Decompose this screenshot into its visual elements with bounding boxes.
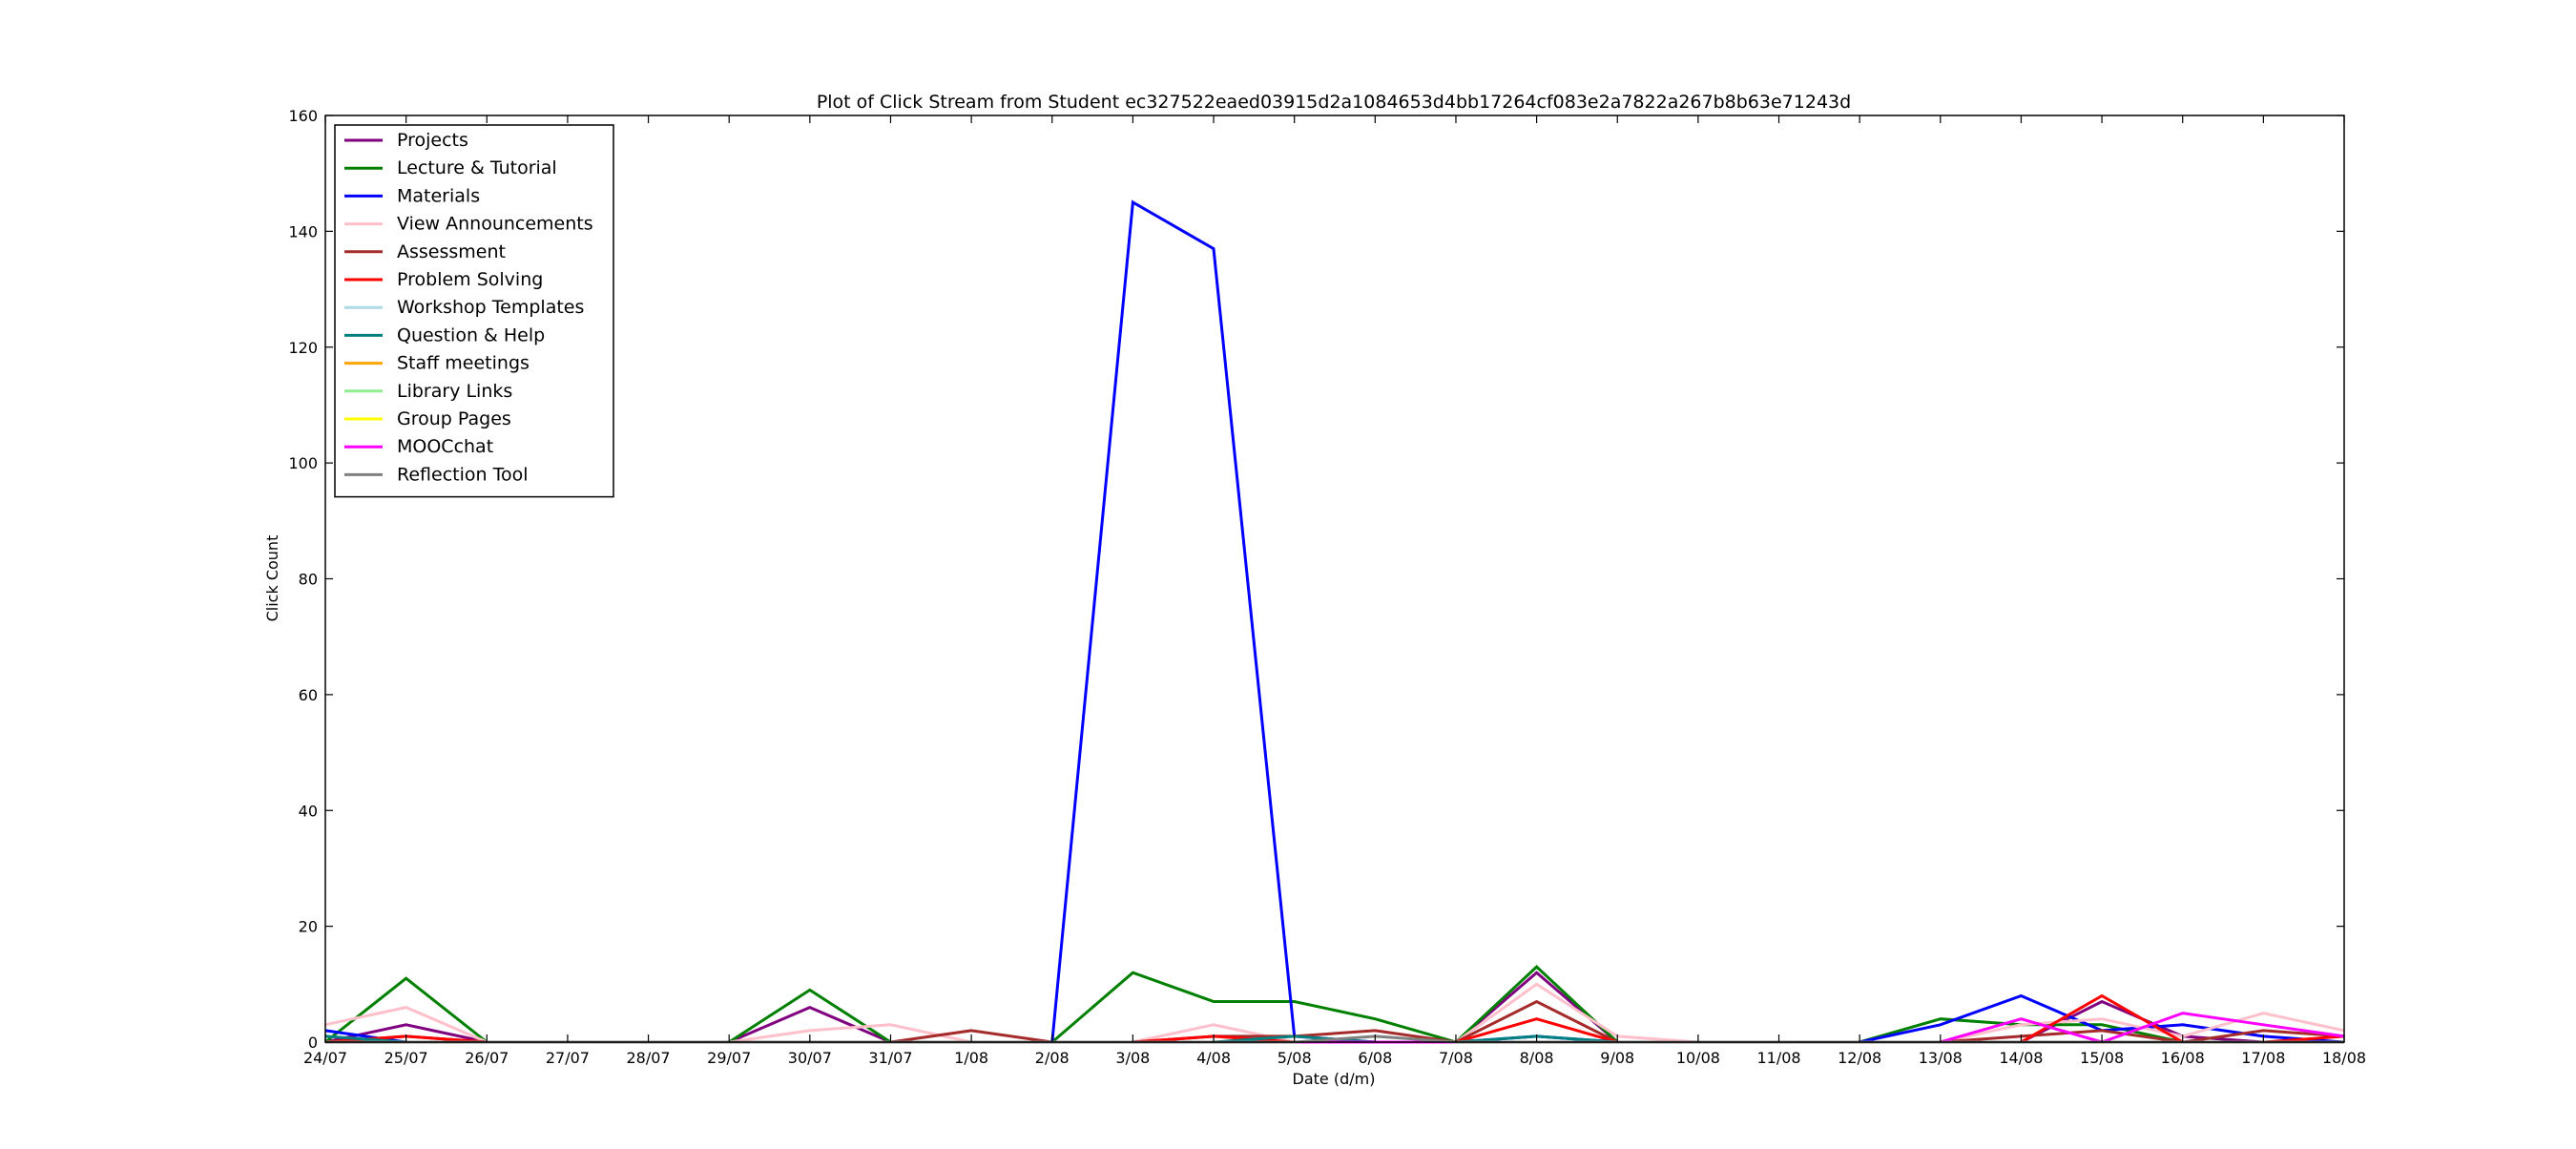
y-tick-label: 80: [299, 571, 318, 589]
x-tick-label: 28/07: [627, 1049, 671, 1067]
x-tick-label: 29/07: [707, 1049, 751, 1067]
x-tick-label: 10/08: [1676, 1049, 1720, 1067]
x-tick-label: 7/08: [1439, 1049, 1473, 1067]
x-tick-label: 14/08: [1999, 1049, 2043, 1067]
x-tick-label: 31/07: [868, 1049, 912, 1067]
x-tick-label: 30/07: [788, 1049, 832, 1067]
y-tick-label: 120: [288, 339, 318, 357]
x-tick-label: 4/08: [1196, 1049, 1231, 1067]
legend: Projects Lecture & Tutorial Materials View …: [334, 124, 614, 498]
legend-label: Group Pages: [397, 408, 511, 429]
legend-label: Question & Help: [397, 324, 545, 345]
legend-label: MOOCchat: [397, 436, 493, 457]
y-tick-label: 20: [299, 918, 318, 936]
y-tick-label: 0: [308, 1034, 318, 1052]
x-tick-label: 24/07: [303, 1049, 347, 1067]
legend-label: Materials: [397, 185, 480, 206]
y-tick-label: 140: [288, 222, 318, 240]
x-tick-label: 12/08: [1838, 1049, 1881, 1067]
x-tick-label: 8/08: [1520, 1049, 1554, 1067]
y-tick-label: 60: [299, 686, 318, 704]
legend-label: Staff meetings: [397, 353, 530, 374]
y-tick-label: 160: [288, 107, 318, 125]
x-tick-label: 2/08: [1035, 1049, 1070, 1067]
legend-label: Assessment: [397, 241, 506, 262]
y-tick-label: 100: [288, 454, 318, 472]
x-tick-label: 9/08: [1600, 1049, 1634, 1067]
series-layer: [324, 199, 2345, 1044]
x-tick-label: 27/07: [546, 1049, 590, 1067]
x-tick-label: 17/08: [2241, 1049, 2285, 1067]
x-tick-label: 18/08: [2322, 1049, 2366, 1067]
legend-label: Workshop Templates: [397, 297, 584, 318]
x-tick-label: 6/08: [1358, 1049, 1392, 1067]
series-line-4: [324, 999, 2345, 1044]
x-axis-ticks: 24/07 25/07 26/07 27/07 28/07 29/07 30/07 31/07…: [303, 115, 2366, 1067]
plot-frame: [324, 115, 2345, 1043]
legend-box: [334, 124, 614, 498]
x-tick-label: 25/07: [384, 1049, 428, 1067]
legend-label: Projects: [397, 130, 468, 151]
legend-label: Library Links: [397, 381, 512, 402]
y-axis-ticks: 0 20 40 60 80 100 120 140 160: [288, 107, 2344, 1052]
x-tick-label: 16/08: [2161, 1049, 2205, 1067]
x-tick-label: 1/08: [954, 1049, 988, 1067]
x-tick-label: 15/08: [2080, 1049, 2124, 1067]
legend-label: View Announcements: [397, 214, 593, 235]
y-axis-label: Click Count: [263, 535, 281, 622]
legend-label: Reflection Tool: [397, 464, 528, 485]
legend-label: Lecture & Tutorial: [397, 157, 557, 178]
x-tick-label: 3/08: [1115, 1049, 1150, 1067]
x-tick-label: 11/08: [1756, 1049, 1800, 1067]
x-tick-label: 13/08: [1919, 1049, 1963, 1067]
y-tick-label: 40: [299, 802, 318, 820]
legend-label: Problem Solving: [397, 269, 543, 290]
series-line-2: [324, 199, 2345, 1044]
chart-title: Plot of Click Stream from Student ec3275…: [817, 92, 1851, 113]
x-tick-label: 26/07: [465, 1049, 509, 1067]
x-axis-label: Date (d/m): [1293, 1070, 1376, 1088]
x-tick-label: 5/08: [1278, 1049, 1312, 1067]
